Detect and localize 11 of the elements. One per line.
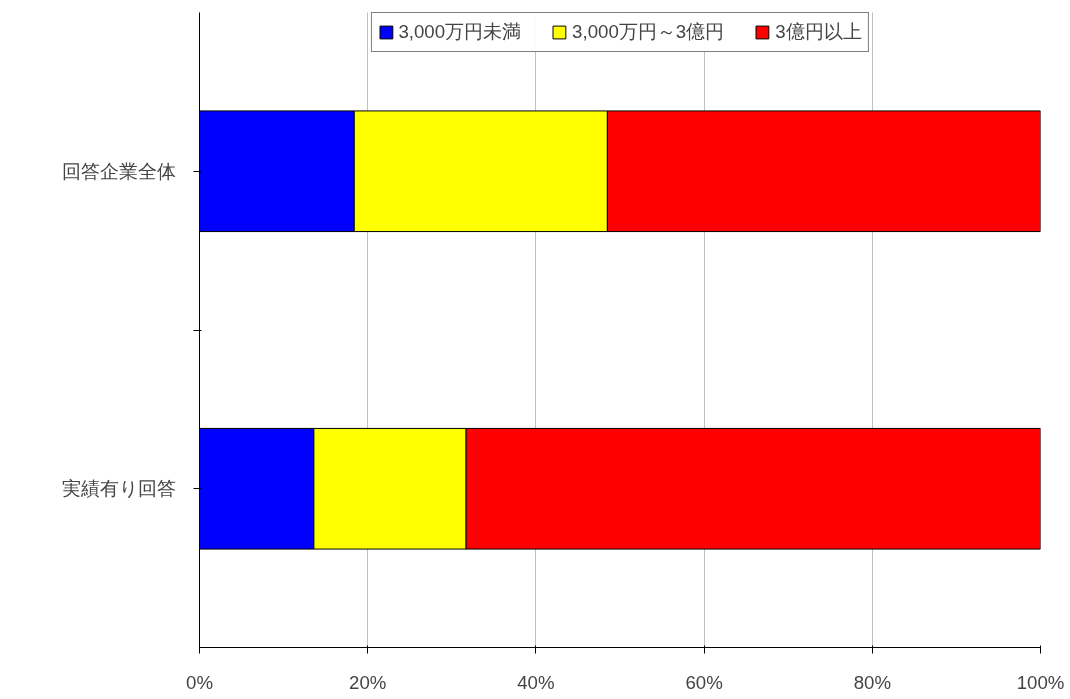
- y-tick-label: 回答企業全体: [61, 160, 176, 182]
- x-tick-label: 0%: [186, 671, 213, 693]
- legend-label: 3億円以上: [775, 20, 862, 44]
- x-tick-label: 40%: [517, 671, 555, 693]
- x-tick-label: 80%: [853, 671, 891, 693]
- y-tick-label: 実績有り回答: [61, 478, 176, 500]
- x-tick-label: 20%: [349, 671, 387, 693]
- legend-label: 3,000万円未満: [398, 20, 522, 44]
- legend-label: 3,000万円～3億円: [572, 20, 725, 44]
- x-tick-label: 60%: [685, 671, 723, 693]
- x-tick-label: 100%: [1016, 671, 1065, 693]
